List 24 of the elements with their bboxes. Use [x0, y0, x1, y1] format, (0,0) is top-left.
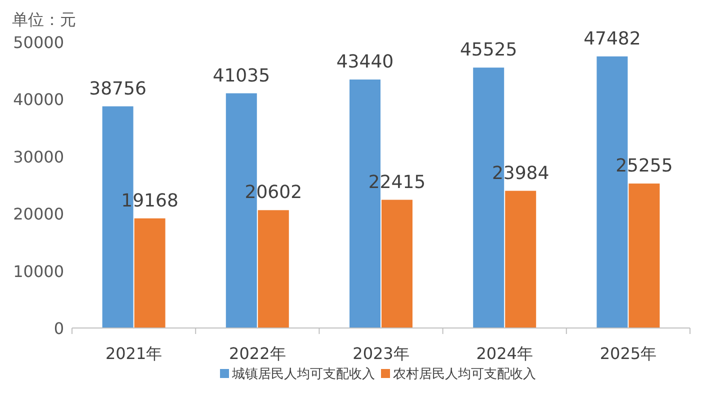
- data-label: 45525: [460, 40, 518, 61]
- bar: [505, 190, 536, 328]
- y-tick-label: 40000: [13, 90, 64, 110]
- y-tick-label: 0: [54, 319, 64, 338]
- legend-label: 城镇居民人均可支配收入: [231, 367, 375, 382]
- y-axis-title: 单位：元: [12, 10, 76, 29]
- x-tick-label: 2025年: [600, 344, 657, 363]
- legend-label: 农村居民人均可支配收入: [393, 367, 536, 382]
- x-tick-label: 2024年: [476, 344, 533, 363]
- data-label: 38756: [89, 78, 146, 100]
- bar: [258, 210, 289, 328]
- x-tick-label: 2022年: [229, 344, 286, 363]
- bar: [382, 200, 412, 328]
- y-tick-label: 20000: [13, 204, 64, 224]
- x-tick-label: 2023年: [352, 344, 410, 363]
- data-label: 41035: [212, 65, 270, 86]
- bar: [134, 218, 166, 328]
- x-tick-label: 2021年: [105, 344, 162, 363]
- bar: [628, 184, 660, 328]
- y-tick-label: 10000: [13, 262, 64, 281]
- y-tick-label: 50000: [13, 33, 64, 52]
- data-label: 47482: [584, 28, 641, 50]
- y-tick-label: 30000: [13, 147, 64, 166]
- data-label: 43440: [336, 52, 394, 73]
